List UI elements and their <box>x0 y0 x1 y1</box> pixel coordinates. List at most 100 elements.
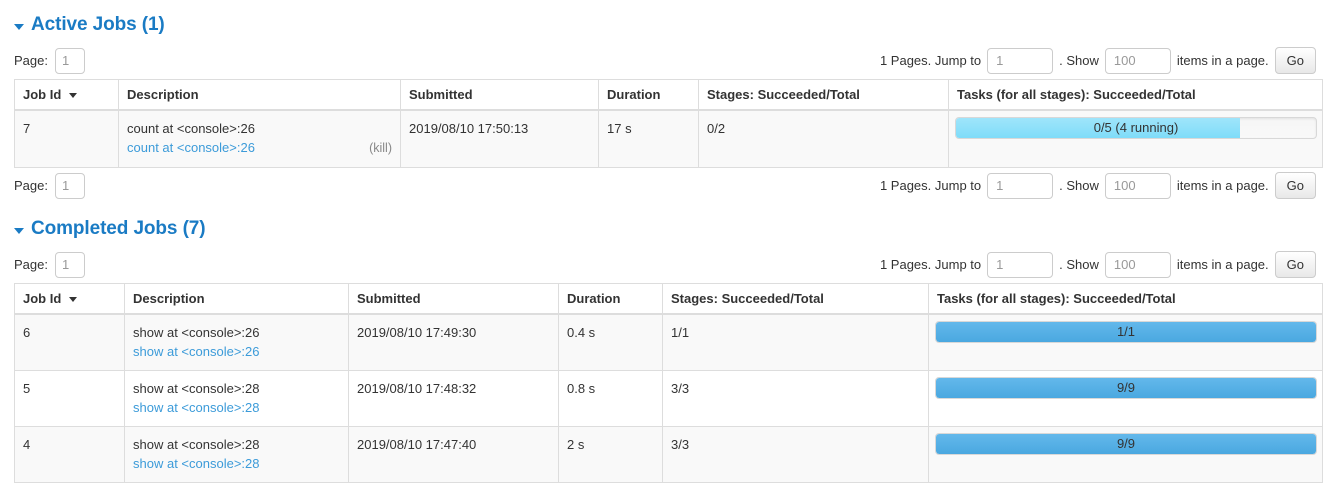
column-header-tasks[interactable]: Tasks (for all stages): Succeeded/Total <box>948 78 1323 111</box>
items-per-page-input-active-bottom[interactable] <box>1104 172 1171 199</box>
task-progress-bar: 9/9 <box>935 432 1317 455</box>
pager-right-active-bottom: 1 Pages. Jump to . Show items in a page.… <box>880 172 1316 200</box>
column-header-job-id[interactable]: Job Id <box>14 78 119 111</box>
cell-duration: 17 s <box>598 109 699 168</box>
column-header-submitted[interactable]: Submitted <box>400 78 599 111</box>
task-progress-bar: 1/1 <box>935 320 1317 343</box>
go-button-active-top[interactable]: Go <box>1274 47 1316 75</box>
task-progress-bar: 0/5 (4 running) <box>955 116 1317 139</box>
table-row: 7 count at <console>:26 count at <consol… <box>14 109 1323 168</box>
items-in-page-label: items in a page. <box>1176 53 1269 69</box>
task-progress-fill <box>936 377 1316 398</box>
jump-to-input-active-top[interactable] <box>987 47 1054 74</box>
column-header-tasks[interactable]: Tasks (for all stages): Succeeded/Total <box>928 282 1323 315</box>
cell-submitted: 2019/08/10 17:50:13 <box>400 109 599 168</box>
task-progress-label: 9/9 <box>1116 435 1136 451</box>
cell-submitted: 2019/08/10 17:47:40 <box>348 425 559 483</box>
column-header-description[interactable]: Description <box>118 78 401 111</box>
section-heading-completed-jobs[interactable]: Completed Jobs (7) <box>10 204 1318 247</box>
job-description-title: show at <console>:26 <box>133 324 260 340</box>
active-jobs-table: Job Id Description Submitted Duration St… <box>14 78 1323 168</box>
sort-descending-icon <box>68 92 77 98</box>
cell-description: show at <console>:28 show at <console>:2… <box>124 369 349 427</box>
cell-tasks-progress: 0/5 (4 running) <box>948 109 1323 168</box>
jump-to-input-active-bottom[interactable] <box>987 172 1054 199</box>
column-header-duration[interactable]: Duration <box>558 282 663 315</box>
column-header-duration[interactable]: Duration <box>598 78 699 111</box>
job-description-link-row: show at <console>:28 <box>133 398 340 417</box>
table-row: 5 show at <console>:28 show at <console>… <box>14 369 1323 427</box>
job-description-link-row: show at <console>:28 <box>133 454 340 473</box>
caret-down-icon <box>14 228 24 235</box>
column-label-job-id: Job Id <box>23 290 65 306</box>
column-header-stages[interactable]: Stages: Succeeded/Total <box>698 78 949 111</box>
sort-descending-icon <box>68 296 77 302</box>
cell-description: show at <console>:26 show at <console>:2… <box>124 313 349 371</box>
cell-tasks-progress: 1/1 <box>928 313 1323 371</box>
cell-job-id: 7 <box>14 109 119 168</box>
task-progress-fill <box>956 117 1241 138</box>
items-per-page-input-completed-top[interactable] <box>1104 251 1171 278</box>
job-description-link[interactable]: show at <console>:28 <box>133 399 260 415</box>
task-progress-label: 9/9 <box>1116 379 1136 395</box>
job-description-link[interactable]: count at <console>:26 <box>127 139 255 155</box>
job-description-link-row: count at <console>:26 (kill) <box>127 138 392 158</box>
column-header-job-id[interactable]: Job Id <box>14 282 125 315</box>
job-description-title: show at <console>:28 <box>133 380 260 396</box>
cell-stages: 0/2 <box>698 109 949 168</box>
pager-left-completed-top: Page: <box>14 251 85 278</box>
kill-job-link[interactable]: (kill) <box>369 140 392 155</box>
items-in-page-label: items in a page. <box>1176 178 1269 194</box>
pager-left-active-top: Page: <box>14 47 85 74</box>
show-label: . Show <box>1059 178 1099 194</box>
cell-stages: 1/1 <box>662 313 929 371</box>
job-description-title: count at <console>:26 <box>127 120 255 136</box>
section-title-active-jobs: Active Jobs (1) <box>31 14 165 35</box>
page-label: Page: <box>14 257 48 273</box>
cell-stages: 3/3 <box>662 369 929 427</box>
section-heading-active-jobs[interactable]: Active Jobs (1) <box>10 0 1318 43</box>
column-label-job-id: Job Id <box>23 86 65 102</box>
job-description-title: show at <console>:28 <box>133 436 260 452</box>
cell-description: count at <console>:26 count at <console>… <box>118 109 401 168</box>
task-progress-bar: 9/9 <box>935 376 1317 399</box>
show-label: . Show <box>1059 53 1099 69</box>
table-header-row: Job Id Description Submitted Duration St… <box>14 78 1323 111</box>
task-progress-label: 1/1 <box>1116 323 1136 339</box>
page-input-completed-top[interactable] <box>54 251 85 278</box>
page-label: Page: <box>14 178 48 194</box>
go-button-completed-top[interactable]: Go <box>1274 251 1316 279</box>
items-in-page-label: items in a page. <box>1176 257 1269 273</box>
cell-submitted: 2019/08/10 17:49:30 <box>348 313 559 371</box>
job-description-link[interactable]: show at <console>:28 <box>133 455 260 471</box>
task-progress-fill <box>936 321 1316 342</box>
cell-duration: 0.4 s <box>558 313 663 371</box>
cell-duration: 0.8 s <box>558 369 663 427</box>
page-input-active-bottom[interactable] <box>54 172 85 199</box>
jobs-page: Active Jobs (1) Page: 1 Pages. Jump to .… <box>10 0 1323 483</box>
pagination-bar-completed-top: Page: 1 Pages. Jump to . Show items in a… <box>10 247 1318 283</box>
caret-down-icon <box>14 24 24 31</box>
column-header-description[interactable]: Description <box>124 282 349 315</box>
job-description-link-row: show at <console>:26 <box>133 342 340 361</box>
show-label: . Show <box>1059 257 1099 273</box>
cell-stages: 3/3 <box>662 425 929 483</box>
page-input-active-top[interactable] <box>54 47 85 74</box>
task-progress-label: 0/5 (4 running) <box>1093 119 1179 135</box>
section-title-completed-jobs: Completed Jobs (7) <box>31 217 206 239</box>
cell-duration: 2 s <box>558 425 663 483</box>
pager-right-completed-top: 1 Pages. Jump to . Show items in a page.… <box>880 251 1316 279</box>
page-label: Page: <box>14 53 48 69</box>
cell-job-id: 6 <box>14 313 125 371</box>
job-description-link[interactable]: show at <console>:26 <box>133 343 260 359</box>
table-row: 6 show at <console>:26 show at <console>… <box>14 313 1323 371</box>
cell-job-id: 4 <box>14 425 125 483</box>
items-per-page-input-active-top[interactable] <box>1104 47 1171 74</box>
column-header-submitted[interactable]: Submitted <box>348 282 559 315</box>
go-button-active-bottom[interactable]: Go <box>1274 172 1316 200</box>
pagination-bar-active-bottom: Page: 1 Pages. Jump to . Show items in a… <box>10 168 1318 204</box>
jump-to-input-completed-top[interactable] <box>987 251 1054 278</box>
pager-right-active-top: 1 Pages. Jump to . Show items in a page.… <box>880 47 1316 75</box>
cell-tasks-progress: 9/9 <box>928 369 1323 427</box>
column-header-stages[interactable]: Stages: Succeeded/Total <box>662 282 929 315</box>
